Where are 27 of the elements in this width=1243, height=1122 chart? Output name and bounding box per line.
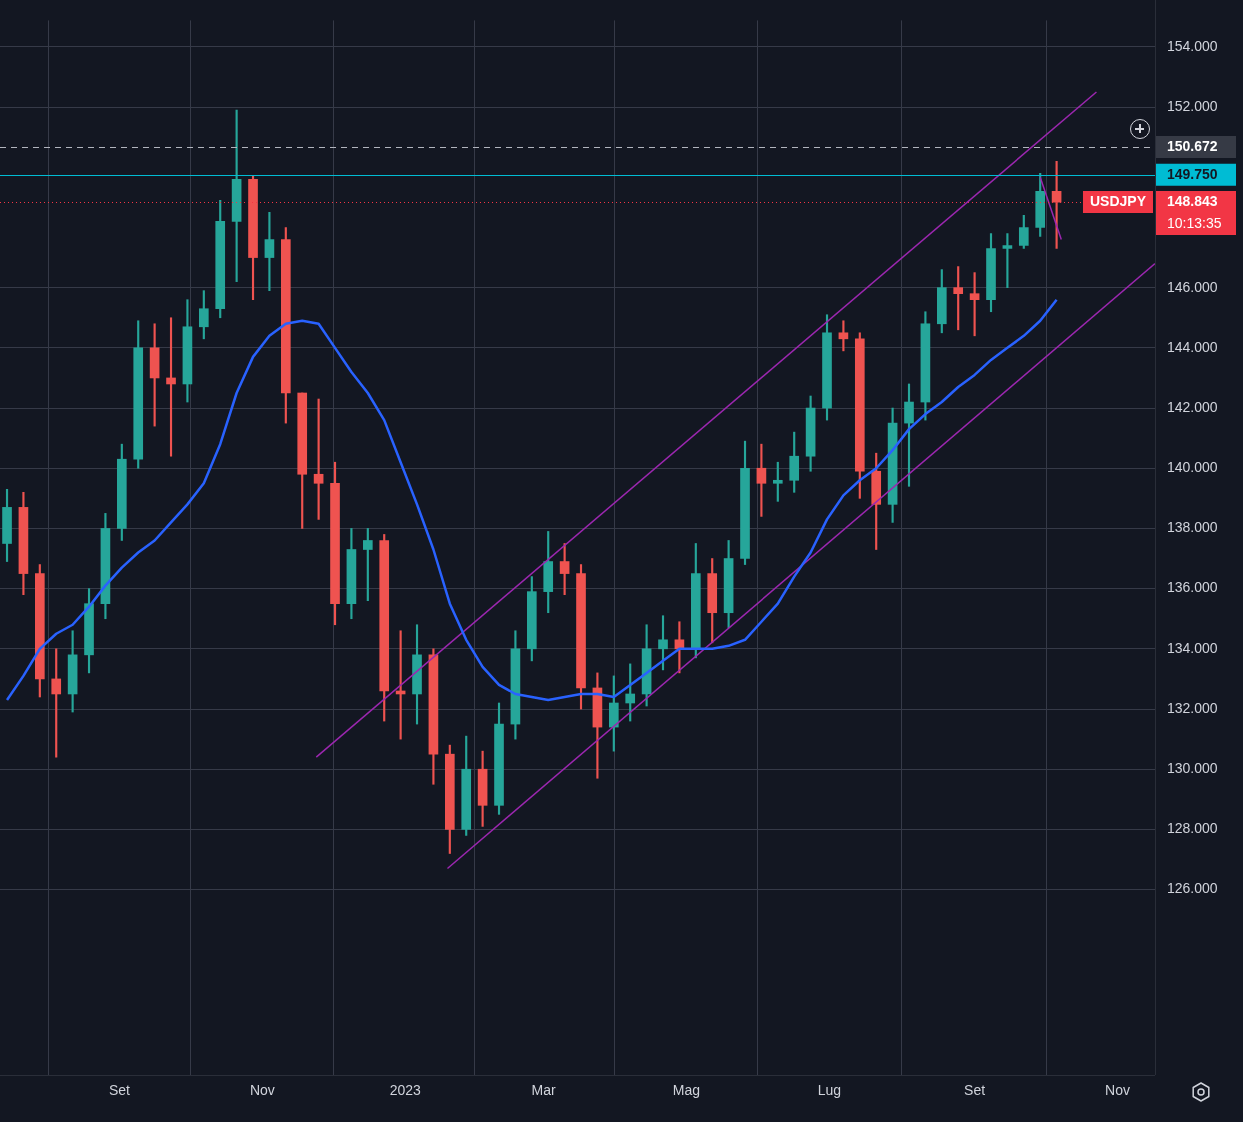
x-tick-label: Nov <box>1105 1082 1130 1099</box>
annotation: USDJPY <box>1089 192 1147 209</box>
y-tick-label: 126.000 <box>1167 880 1218 897</box>
x-tick-label: Mar <box>531 1082 556 1099</box>
x-tick-label: Set <box>964 1082 986 1099</box>
x-tick-label: Lug <box>817 1082 842 1099</box>
y-tick-label: 136.000 <box>1167 579 1218 596</box>
ref-line-label: 150.672 <box>1167 137 1218 154</box>
y-tick-label: 128.000 <box>1167 820 1218 837</box>
text: 10:13:35 <box>1167 214 1222 231</box>
x-tick-label: Set <box>108 1082 131 1099</box>
y-tick-label: 144.000 <box>1167 338 1218 355</box>
x-tick-label: Mag <box>672 1082 701 1099</box>
y-tick-label: 132.000 <box>1167 699 1218 716</box>
y-tick-label: 138.000 <box>1167 519 1218 536</box>
y-tick-label: 142.000 <box>1167 398 1218 415</box>
y-tick-label: 152.000 <box>1167 97 1218 114</box>
ref-line-label: 148.843 <box>1167 192 1218 209</box>
x-tick-label: 2023 <box>389 1082 422 1099</box>
candlestick <box>264 212 275 291</box>
x-tick-label: Nov <box>249 1082 275 1099</box>
ref-line-label: 149.750 <box>1167 165 1218 182</box>
y-tick-label: 154.000 <box>1167 37 1218 54</box>
y-tick-label: 134.000 <box>1167 639 1218 656</box>
y-tick-label: 146.000 <box>1167 278 1218 295</box>
y-tick-label: 140.000 <box>1167 459 1218 476</box>
y-tick-label: 130.000 <box>1167 760 1218 777</box>
